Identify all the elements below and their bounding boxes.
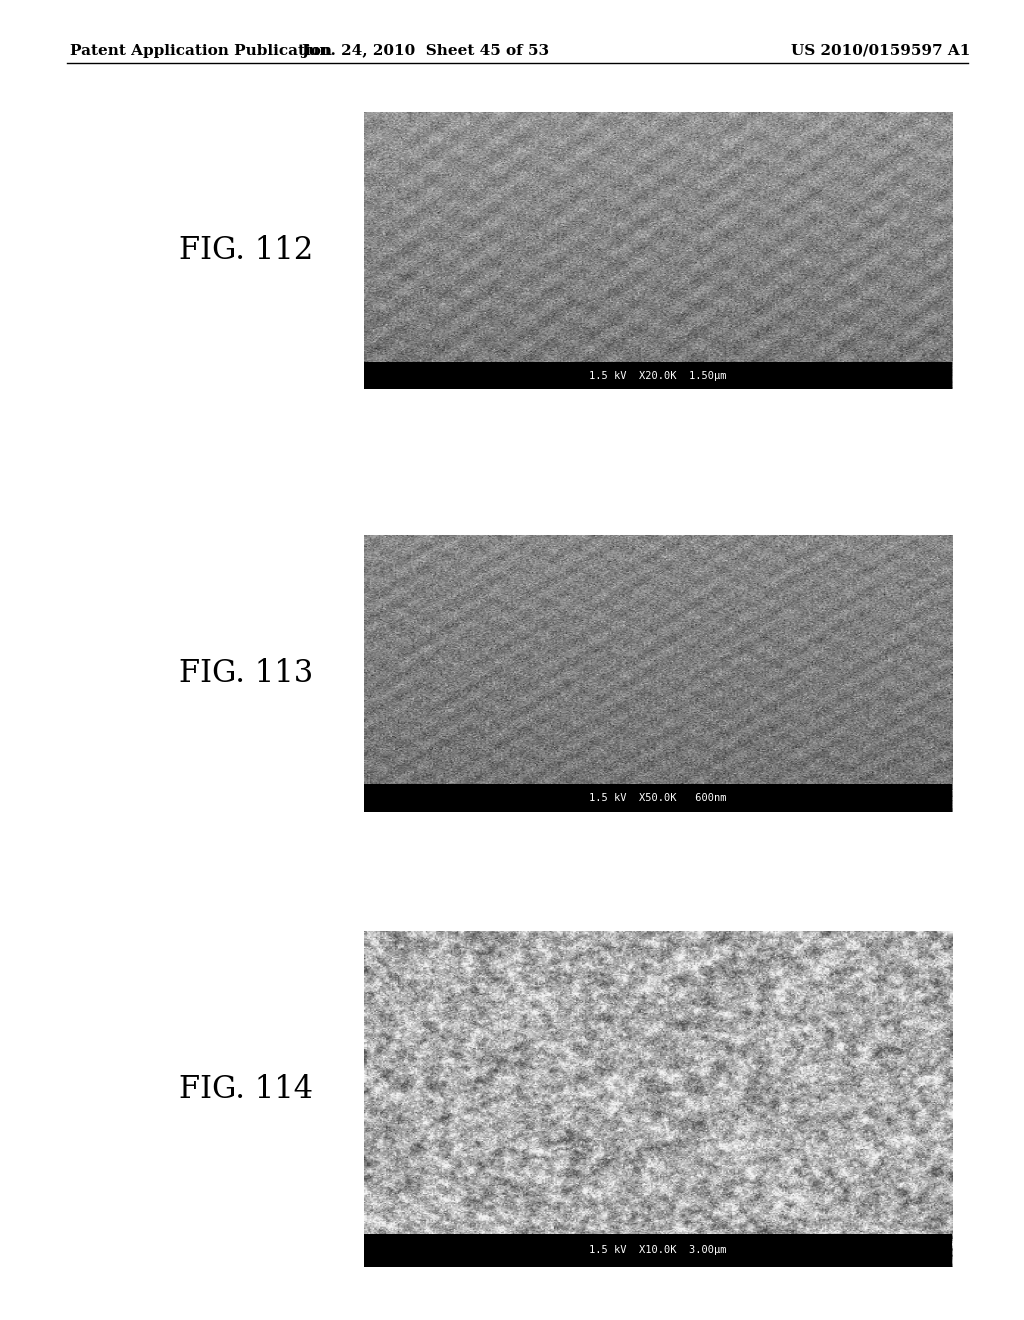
Bar	[364, 784, 952, 812]
Text: FIG. 112: FIG. 112	[179, 235, 313, 267]
Text: Jun. 24, 2010  Sheet 45 of 53: Jun. 24, 2010 Sheet 45 of 53	[301, 44, 549, 58]
Text: FIG. 114: FIG. 114	[179, 1073, 313, 1105]
Text: US 2010/0159597 A1: US 2010/0159597 A1	[791, 44, 971, 58]
Bar	[364, 1233, 952, 1267]
Bar	[364, 362, 952, 389]
Text: 1.5 kV  X20.0K  1.50μm: 1.5 kV X20.0K 1.50μm	[589, 371, 727, 380]
Text: 1.5 kV  X50.0K   600nm: 1.5 kV X50.0K 600nm	[589, 793, 727, 803]
Text: Patent Application Publication: Patent Application Publication	[70, 44, 332, 58]
Text: 1.5 kV  X10.0K  3.00μm: 1.5 kV X10.0K 3.00μm	[589, 1245, 727, 1255]
Text: FIG. 113: FIG. 113	[179, 657, 313, 689]
